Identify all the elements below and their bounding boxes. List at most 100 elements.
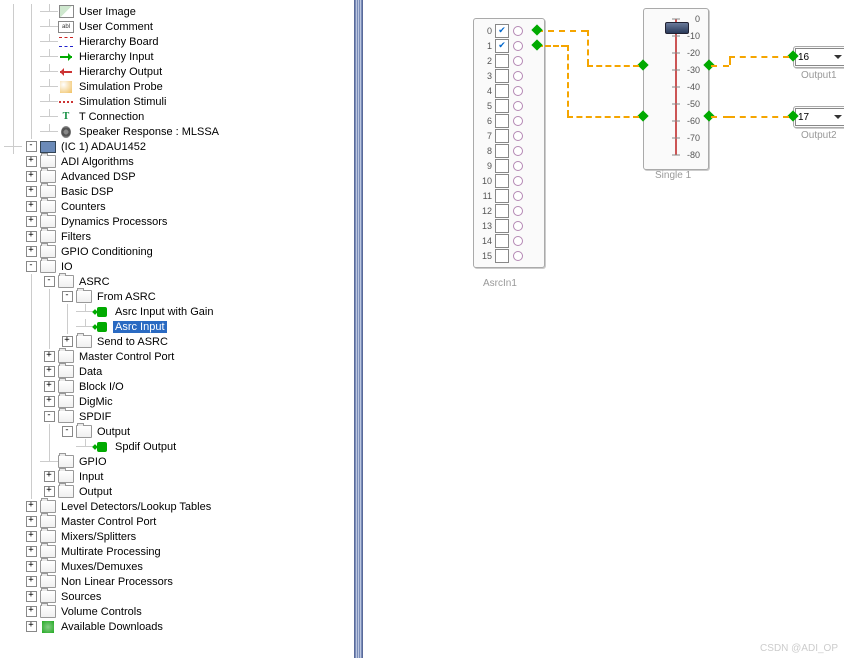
output-block[interactable]: 17 — [793, 106, 844, 128]
tree-toggle[interactable]: + — [22, 184, 40, 199]
tree-item[interactable]: TT Connection — [4, 109, 354, 124]
output-select[interactable]: 17 — [795, 108, 844, 126]
slider-block[interactable]: 0-10-20-30-40-50-60-70-80 — [643, 8, 709, 170]
tree-ic[interactable]: -(IC 1) ADAU1452 — [4, 139, 354, 154]
tree-toggle[interactable]: - — [22, 139, 40, 154]
tree-toggle[interactable]: + — [22, 214, 40, 229]
tree-toggle[interactable]: + — [40, 469, 58, 484]
tree-folder[interactable]: +Non Linear Processors — [4, 574, 354, 589]
channel-port[interactable] — [513, 101, 523, 111]
tree-spdif[interactable]: -SPDIF — [4, 409, 354, 424]
tree-view[interactable]: User ImageablUser CommentHierarchy Board… — [4, 4, 354, 634]
tree-toggle[interactable]: - — [40, 409, 58, 424]
slider-thumb[interactable] — [665, 22, 689, 34]
tree-toggle[interactable]: - — [40, 274, 58, 289]
tree-folder[interactable]: +Volume Controls — [4, 604, 354, 619]
asrc-in-block[interactable]: 0✔1✔23456789101112131415 — [473, 18, 545, 268]
tree-toggle[interactable]: + — [22, 604, 40, 619]
tree-folder[interactable]: +Data — [4, 364, 354, 379]
tree-toggle[interactable]: + — [22, 514, 40, 529]
channel-port[interactable] — [513, 221, 523, 231]
tree-io[interactable]: -IO — [4, 259, 354, 274]
channel-checkbox[interactable] — [495, 159, 509, 173]
tree-folder[interactable]: +Available Downloads — [4, 619, 354, 634]
channel-checkbox[interactable] — [495, 249, 509, 263]
tree-leaf[interactable]: Spdif Output — [4, 439, 354, 454]
channel-port[interactable] — [513, 206, 523, 216]
channel-checkbox[interactable] — [495, 54, 509, 68]
tree-folder[interactable]: +Master Control Port — [4, 349, 354, 364]
tree-folder[interactable]: +Level Detectors/Lookup Tables — [4, 499, 354, 514]
tree-toggle[interactable]: + — [22, 619, 40, 634]
tree-folder[interactable]: +Block I/O — [4, 379, 354, 394]
tree-item[interactable]: Hierarchy Input — [4, 49, 354, 64]
channel-port[interactable] — [513, 116, 523, 126]
channel-checkbox[interactable] — [495, 144, 509, 158]
tree-folder[interactable]: +Advanced DSP — [4, 169, 354, 184]
channel-checkbox[interactable] — [495, 219, 509, 233]
tree-folder[interactable]: +Output — [4, 484, 354, 499]
tree-toggle[interactable]: + — [22, 499, 40, 514]
tree-toggle[interactable]: + — [22, 229, 40, 244]
tree-item[interactable]: Hierarchy Board — [4, 34, 354, 49]
tree-leaf[interactable]: Asrc Input — [4, 319, 354, 334]
tree-folder[interactable]: +Filters — [4, 229, 354, 244]
tree-item[interactable]: User Image — [4, 4, 354, 19]
tree-toggle[interactable]: + — [22, 589, 40, 604]
channel-checkbox[interactable] — [495, 234, 509, 248]
tree-folder[interactable]: GPIO — [4, 454, 354, 469]
tree-from-asrc[interactable]: -From ASRC — [4, 289, 354, 304]
tree-toggle[interactable]: + — [40, 484, 58, 499]
tree-folder[interactable]: +ADI Algorithms — [4, 154, 354, 169]
output-block[interactable]: 16 — [793, 46, 844, 68]
tree-toggle[interactable]: + — [22, 244, 40, 259]
channel-port[interactable] — [513, 41, 523, 51]
tree-toggle[interactable]: + — [22, 544, 40, 559]
channel-port[interactable] — [513, 131, 523, 141]
tree-toggle[interactable]: + — [22, 574, 40, 589]
tree-toggle[interactable]: + — [40, 394, 58, 409]
channel-checkbox[interactable] — [495, 174, 509, 188]
tree-item[interactable]: Simulation Stimuli — [4, 94, 354, 109]
channel-port[interactable] — [513, 86, 523, 96]
tree-item[interactable]: Speaker Response : MLSSA — [4, 124, 354, 139]
channel-port[interactable] — [513, 176, 523, 186]
tree-toggle[interactable]: + — [40, 349, 58, 364]
channel-checkbox[interactable] — [495, 69, 509, 83]
tree-folder[interactable]: +Multirate Processing — [4, 544, 354, 559]
channel-port[interactable] — [513, 146, 523, 156]
tree-toggle[interactable]: + — [22, 154, 40, 169]
tree-toggle[interactable]: + — [22, 169, 40, 184]
tree-folder[interactable]: +Muxes/Demuxes — [4, 559, 354, 574]
channel-port[interactable] — [513, 71, 523, 81]
tree-toggle[interactable]: + — [22, 559, 40, 574]
tree-toggle[interactable]: - — [22, 259, 40, 274]
tree-item[interactable]: Hierarchy Output — [4, 64, 354, 79]
tree-folder[interactable]: +Basic DSP — [4, 184, 354, 199]
tree-toggle[interactable]: - — [58, 289, 76, 304]
tree-item[interactable]: ablUser Comment — [4, 19, 354, 34]
tree-toggle[interactable]: + — [40, 379, 58, 394]
design-canvas[interactable]: CSDN @ADI_OP 0✔1✔23456789101112131415Asr… — [363, 0, 844, 658]
channel-checkbox[interactable] — [495, 189, 509, 203]
channel-port[interactable] — [513, 26, 523, 36]
tree-toggle[interactable]: - — [58, 424, 76, 439]
channel-checkbox[interactable] — [495, 84, 509, 98]
tree-folder[interactable]: +DigMic — [4, 394, 354, 409]
channel-checkbox[interactable] — [495, 204, 509, 218]
channel-checkbox[interactable]: ✔ — [495, 24, 509, 38]
channel-checkbox[interactable]: ✔ — [495, 39, 509, 53]
tree-folder[interactable]: +Sources — [4, 589, 354, 604]
tree-toggle[interactable]: + — [22, 199, 40, 214]
channel-port[interactable] — [513, 236, 523, 246]
panel-splitter[interactable] — [354, 0, 363, 658]
output-select[interactable]: 16 — [795, 48, 844, 66]
tree-folder[interactable]: +Master Control Port — [4, 514, 354, 529]
tree-folder[interactable]: +Counters — [4, 199, 354, 214]
tree-folder[interactable]: +Input — [4, 469, 354, 484]
channel-port[interactable] — [513, 191, 523, 201]
tree-folder[interactable]: +Mixers/Splitters — [4, 529, 354, 544]
tree-leaf[interactable]: Asrc Input with Gain — [4, 304, 354, 319]
tree-toggle[interactable]: + — [22, 529, 40, 544]
channel-port[interactable] — [513, 251, 523, 261]
